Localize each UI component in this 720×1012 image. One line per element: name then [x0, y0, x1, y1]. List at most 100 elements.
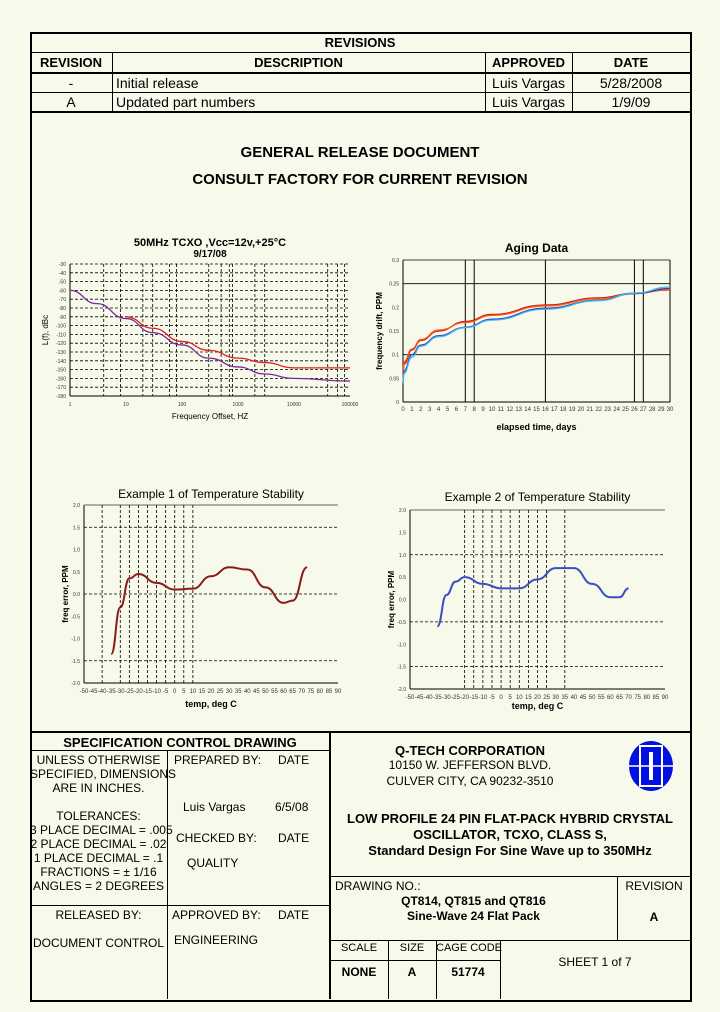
- x-tick-label: 14: [524, 407, 531, 413]
- y-tick-label: 1.5: [399, 530, 406, 536]
- x-tick-label: 50: [262, 689, 269, 695]
- x-tick-label: 18: [560, 407, 567, 413]
- x-tick-label: 80: [643, 695, 650, 701]
- y-tick-label: -2.0: [397, 687, 406, 693]
- x-tick-label: 75: [307, 689, 314, 695]
- charts-area: 50MHz TCXO ,Vcc=12v,+25°C9/17/08 -30 -40 -5…: [41, 237, 674, 711]
- series-line: [110, 566, 308, 656]
- x-tick-label: 100: [178, 402, 187, 408]
- y-tick-label: 0.3: [392, 258, 399, 264]
- x-tick-label: 25: [217, 689, 224, 695]
- x-tick-label: 8: [473, 407, 477, 413]
- x-tick-label: 10: [489, 407, 496, 413]
- y-tick-label: 0.5: [73, 570, 80, 576]
- y-tick-label: 2.0: [73, 503, 80, 509]
- chart-title: 50MHz TCXO ,Vcc=12v,+25°C: [134, 237, 286, 249]
- x-tick-label: 24: [613, 407, 620, 413]
- x-axis-label: Frequency Offset, HZ: [172, 412, 248, 421]
- x-tick-label: -45: [415, 695, 424, 701]
- chart-subtitle: 9/17/08: [193, 249, 227, 260]
- spec-control-title: SPECIFICATION CONTROL DRAWING: [63, 735, 297, 750]
- series-line: [436, 567, 629, 628]
- y-tick-label: -1.5: [71, 659, 80, 665]
- x-tick-label: 15: [533, 407, 540, 413]
- x-tick-label: -45: [89, 689, 98, 695]
- x-tick-label: -25: [125, 689, 134, 695]
- x-tick-label: 22: [595, 407, 602, 413]
- col-header-approved: APPROVED: [492, 55, 565, 70]
- y-tick-label: 0.25: [389, 282, 399, 288]
- sheet-number: SHEET 1 of 7: [558, 955, 632, 969]
- y-tick-label: -130: [56, 350, 66, 356]
- y-axis-label: freq error, PPM: [61, 565, 70, 623]
- y-tick-label: -60: [59, 288, 66, 294]
- x-tick-label: -15: [143, 689, 152, 695]
- x-tick-label: 16: [542, 407, 549, 413]
- x-tick-label: 60: [607, 695, 614, 701]
- x-tick-label: 55: [598, 695, 605, 701]
- x-tick-label: 30: [226, 689, 233, 695]
- x-tick-label: 85: [653, 695, 660, 701]
- y-tick-label: -160: [56, 376, 66, 382]
- y-tick-label: -140: [56, 359, 66, 365]
- prepared-date: 6/5/08: [275, 800, 309, 814]
- y-tick-label: 0.0: [73, 592, 80, 598]
- x-tick-label: 0: [401, 407, 405, 413]
- x-tick-label: 4: [437, 407, 441, 413]
- x-tick-label: 23: [604, 407, 611, 413]
- x-tick-label: 19: [569, 407, 576, 413]
- x-tick-label: 3: [428, 407, 432, 413]
- drawing-frame: [30, 32, 692, 1002]
- x-tick-label: 20: [208, 689, 215, 695]
- x-tick-label: -15: [469, 695, 478, 701]
- col-header-revision: REVISION: [39, 55, 103, 70]
- x-tick-label: 65: [289, 689, 296, 695]
- x-tick-label: 13: [515, 407, 522, 413]
- col-header-date: DATE: [613, 55, 649, 70]
- y-tick-label: 0.15: [389, 329, 399, 335]
- x-tick-label: 30: [667, 407, 674, 413]
- x-tick-label: 45: [253, 689, 260, 695]
- x-tick-label: -10: [152, 689, 161, 695]
- x-tick-label: -50: [406, 695, 415, 701]
- x-tick-label: 80: [317, 689, 324, 695]
- series-line: [402, 288, 671, 384]
- x-tick-label: 15: [199, 689, 206, 695]
- x-axis-label: elapsed time, days: [496, 422, 576, 432]
- y-tick-label: -170: [56, 385, 66, 391]
- x-tick-label: 85: [326, 689, 333, 695]
- notice-line-1: GENERAL RELEASE DOCUMENT: [240, 144, 480, 161]
- x-tick-label: 90: [335, 689, 342, 695]
- chart-title: Aging Data: [505, 241, 569, 255]
- x-tick-label: 6: [455, 407, 459, 413]
- x-tick-label: -5: [489, 695, 495, 701]
- x-tick-label: 0: [173, 689, 177, 695]
- revision-value: A: [649, 910, 659, 924]
- x-tick-label: 5: [182, 689, 186, 695]
- y-tick-label: 2.0: [399, 508, 406, 514]
- y-tick-label: -110: [56, 332, 66, 338]
- x-tick-label: -35: [107, 689, 116, 695]
- x-tick-label: 35: [235, 689, 242, 695]
- x-tick-label: 21: [587, 407, 594, 413]
- x-tick-label: 2: [419, 407, 423, 413]
- x-tick-label: 10: [516, 695, 523, 701]
- x-tick-label: 9: [481, 407, 485, 413]
- y-axis-label: frequency drift, PPM: [375, 292, 384, 370]
- y-tick-label: 0.0: [399, 598, 406, 604]
- x-tick-label: 70: [625, 695, 632, 701]
- y-tick-label: -180: [56, 394, 66, 400]
- x-tick-label: -40: [98, 689, 107, 695]
- x-tick-label: 28: [649, 407, 656, 413]
- chart-title: Example 2 of Temperature Stability: [445, 490, 631, 504]
- series-line: [69, 289, 351, 382]
- x-tick-label: 1: [410, 407, 414, 413]
- y-tick-label: -80: [59, 306, 66, 312]
- x-tick-label: 26: [631, 407, 638, 413]
- x-tick-label: 5: [446, 407, 450, 413]
- x-tick-label: 25: [543, 695, 550, 701]
- y-tick-label: 1.0: [399, 553, 406, 559]
- x-tick-label: 15: [525, 695, 532, 701]
- y-tick-label: 1.5: [73, 525, 80, 531]
- x-tick-label: 60: [280, 689, 287, 695]
